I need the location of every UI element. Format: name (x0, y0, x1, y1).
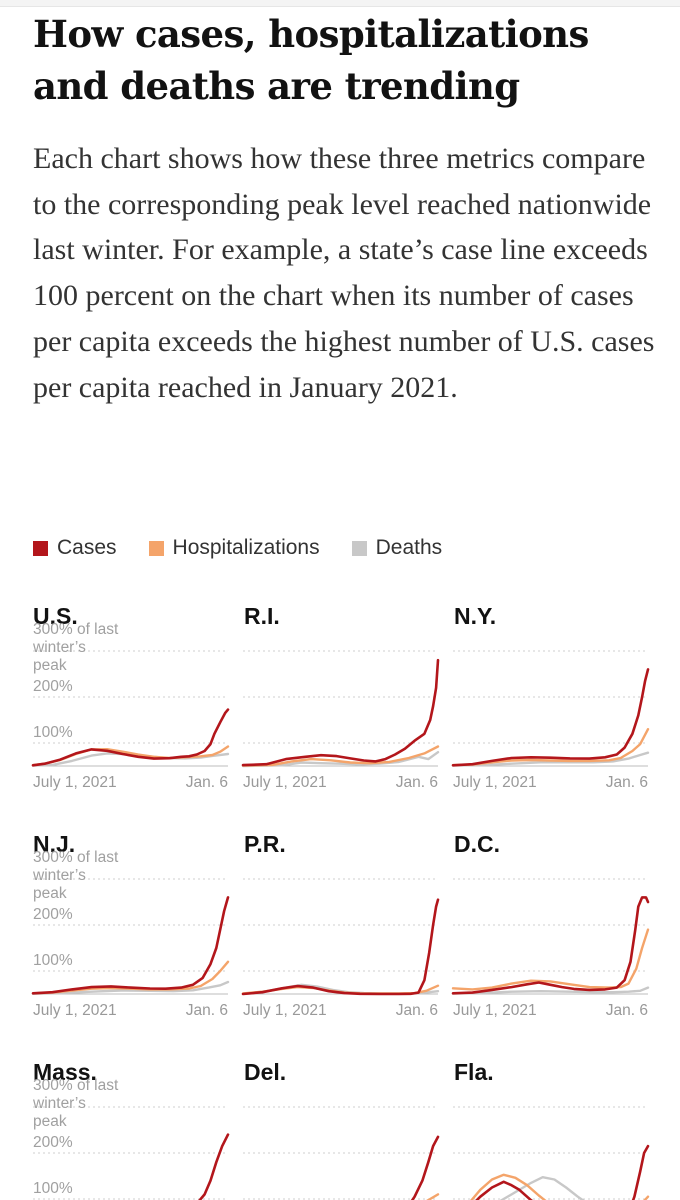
panel-title: N.Y. (454, 603, 496, 629)
headline: How cases, hospitalizations and deaths a… (33, 12, 589, 108)
series-line-cases (241, 658, 440, 767)
y-tick-label-300: peak (33, 885, 67, 902)
x-tick-label-start: July 1, 2021 (453, 1002, 537, 1019)
legend-label-deaths: Deaths (375, 536, 443, 559)
y-tick-label-300: 300% of last (33, 621, 119, 638)
legend-swatch-deaths (351, 540, 367, 556)
series-line-deaths (451, 986, 650, 995)
y-tick-label-100: 100% (33, 724, 73, 741)
y-tick-label-300: winter’s (32, 867, 86, 884)
panel-title: Fla. (454, 1059, 494, 1085)
y-tick-label-300: 300% of last (33, 849, 119, 866)
legend-label-cases: Cases (57, 536, 117, 559)
y-tick-label-200: 200% (33, 1134, 73, 1151)
legend-item-deaths: Deaths (351, 536, 443, 560)
x-tick-label-end: Jan. 6 (186, 1002, 228, 1019)
y-tick-label-300: winter’s (32, 1095, 86, 1112)
panel-title: Del. (244, 1059, 286, 1085)
series-line-cases (451, 896, 650, 995)
panel-title: D.C. (454, 831, 500, 857)
panel-title: P.R. (244, 831, 286, 857)
x-tick-label-start: July 1, 2021 (243, 774, 327, 791)
x-tick-label-end: Jan. 6 (186, 774, 228, 791)
y-tick-label-200: 200% (33, 906, 73, 923)
panel-title: R.I. (244, 603, 280, 629)
legend: Cases Hospitalizations Deaths (33, 534, 474, 562)
y-tick-label-100: 100% (33, 952, 73, 969)
series-line-cases (31, 896, 230, 995)
top-border (0, 0, 680, 7)
series-line-deaths (451, 751, 650, 767)
panel-title: N.J. (33, 831, 75, 857)
y-tick-label-300: peak (33, 657, 67, 674)
y-tick-label-100: 100% (33, 1180, 73, 1197)
panel-title: Mass. (33, 1059, 97, 1085)
dek-text: Each chart shows how these three metrics… (33, 142, 655, 404)
legend-swatch-cases (33, 540, 48, 556)
series-line-deaths (499, 1176, 585, 1200)
series-line-cases (198, 1133, 230, 1200)
y-tick-label-300: 300% of last (33, 1077, 119, 1094)
y-tick-label-300: peak (33, 1113, 67, 1130)
series-line-cases (31, 708, 230, 767)
chart-panel-r-i: R.I. July 1, 2021 Jan. 6 (241, 603, 440, 791)
x-tick-label-end: Jan. 6 (606, 774, 648, 791)
chart-panel-p-r: P.R. July 1, 2021 Jan. 6 (241, 831, 440, 1019)
series-line-hospitalizations (451, 928, 650, 991)
y-tick-label-300: winter’s (32, 639, 86, 656)
x-tick-label-start: July 1, 2021 (453, 774, 537, 791)
chart-panel-n-y: N.Y. July 1, 2021 Jan. 6 (451, 603, 650, 791)
y-tick-label-200: 200% (33, 678, 73, 695)
series-line-deaths (31, 980, 230, 995)
series-line-hospitalizations (470, 1173, 650, 1200)
legend-item-hospitalizations: Hospitalizations (148, 536, 320, 560)
chart-panel-d-c: D.C. July 1, 2021 Jan. 6 (451, 831, 650, 1019)
legend-item-cases: Cases (33, 536, 117, 560)
x-tick-label-start: July 1, 2021 (33, 1002, 117, 1019)
x-tick-label-end: Jan. 6 (606, 1002, 648, 1019)
series-line-hospitalizations (451, 728, 650, 767)
legend-swatch-hospitalizations (148, 540, 164, 556)
series-line-cases (410, 1135, 440, 1200)
x-tick-label-start: July 1, 2021 (33, 774, 117, 791)
series-line-cases (451, 668, 650, 767)
legend-label-hospitalizations: Hospitalizations (172, 536, 320, 559)
x-tick-label-start: July 1, 2021 (243, 1002, 327, 1019)
series-line-deaths (241, 751, 440, 768)
x-tick-label-end: Jan. 6 (396, 774, 438, 791)
chart-panel-mass: Mass.300% of lastwinter’speak200%100%Jul… (32, 1059, 230, 1200)
panel-title: U.S. (33, 603, 78, 629)
series-line-cases (241, 898, 440, 996)
series-line-cases (475, 1144, 650, 1200)
x-tick-label-end: Jan. 6 (396, 1002, 438, 1019)
series-line-hospitalizations (241, 745, 440, 767)
